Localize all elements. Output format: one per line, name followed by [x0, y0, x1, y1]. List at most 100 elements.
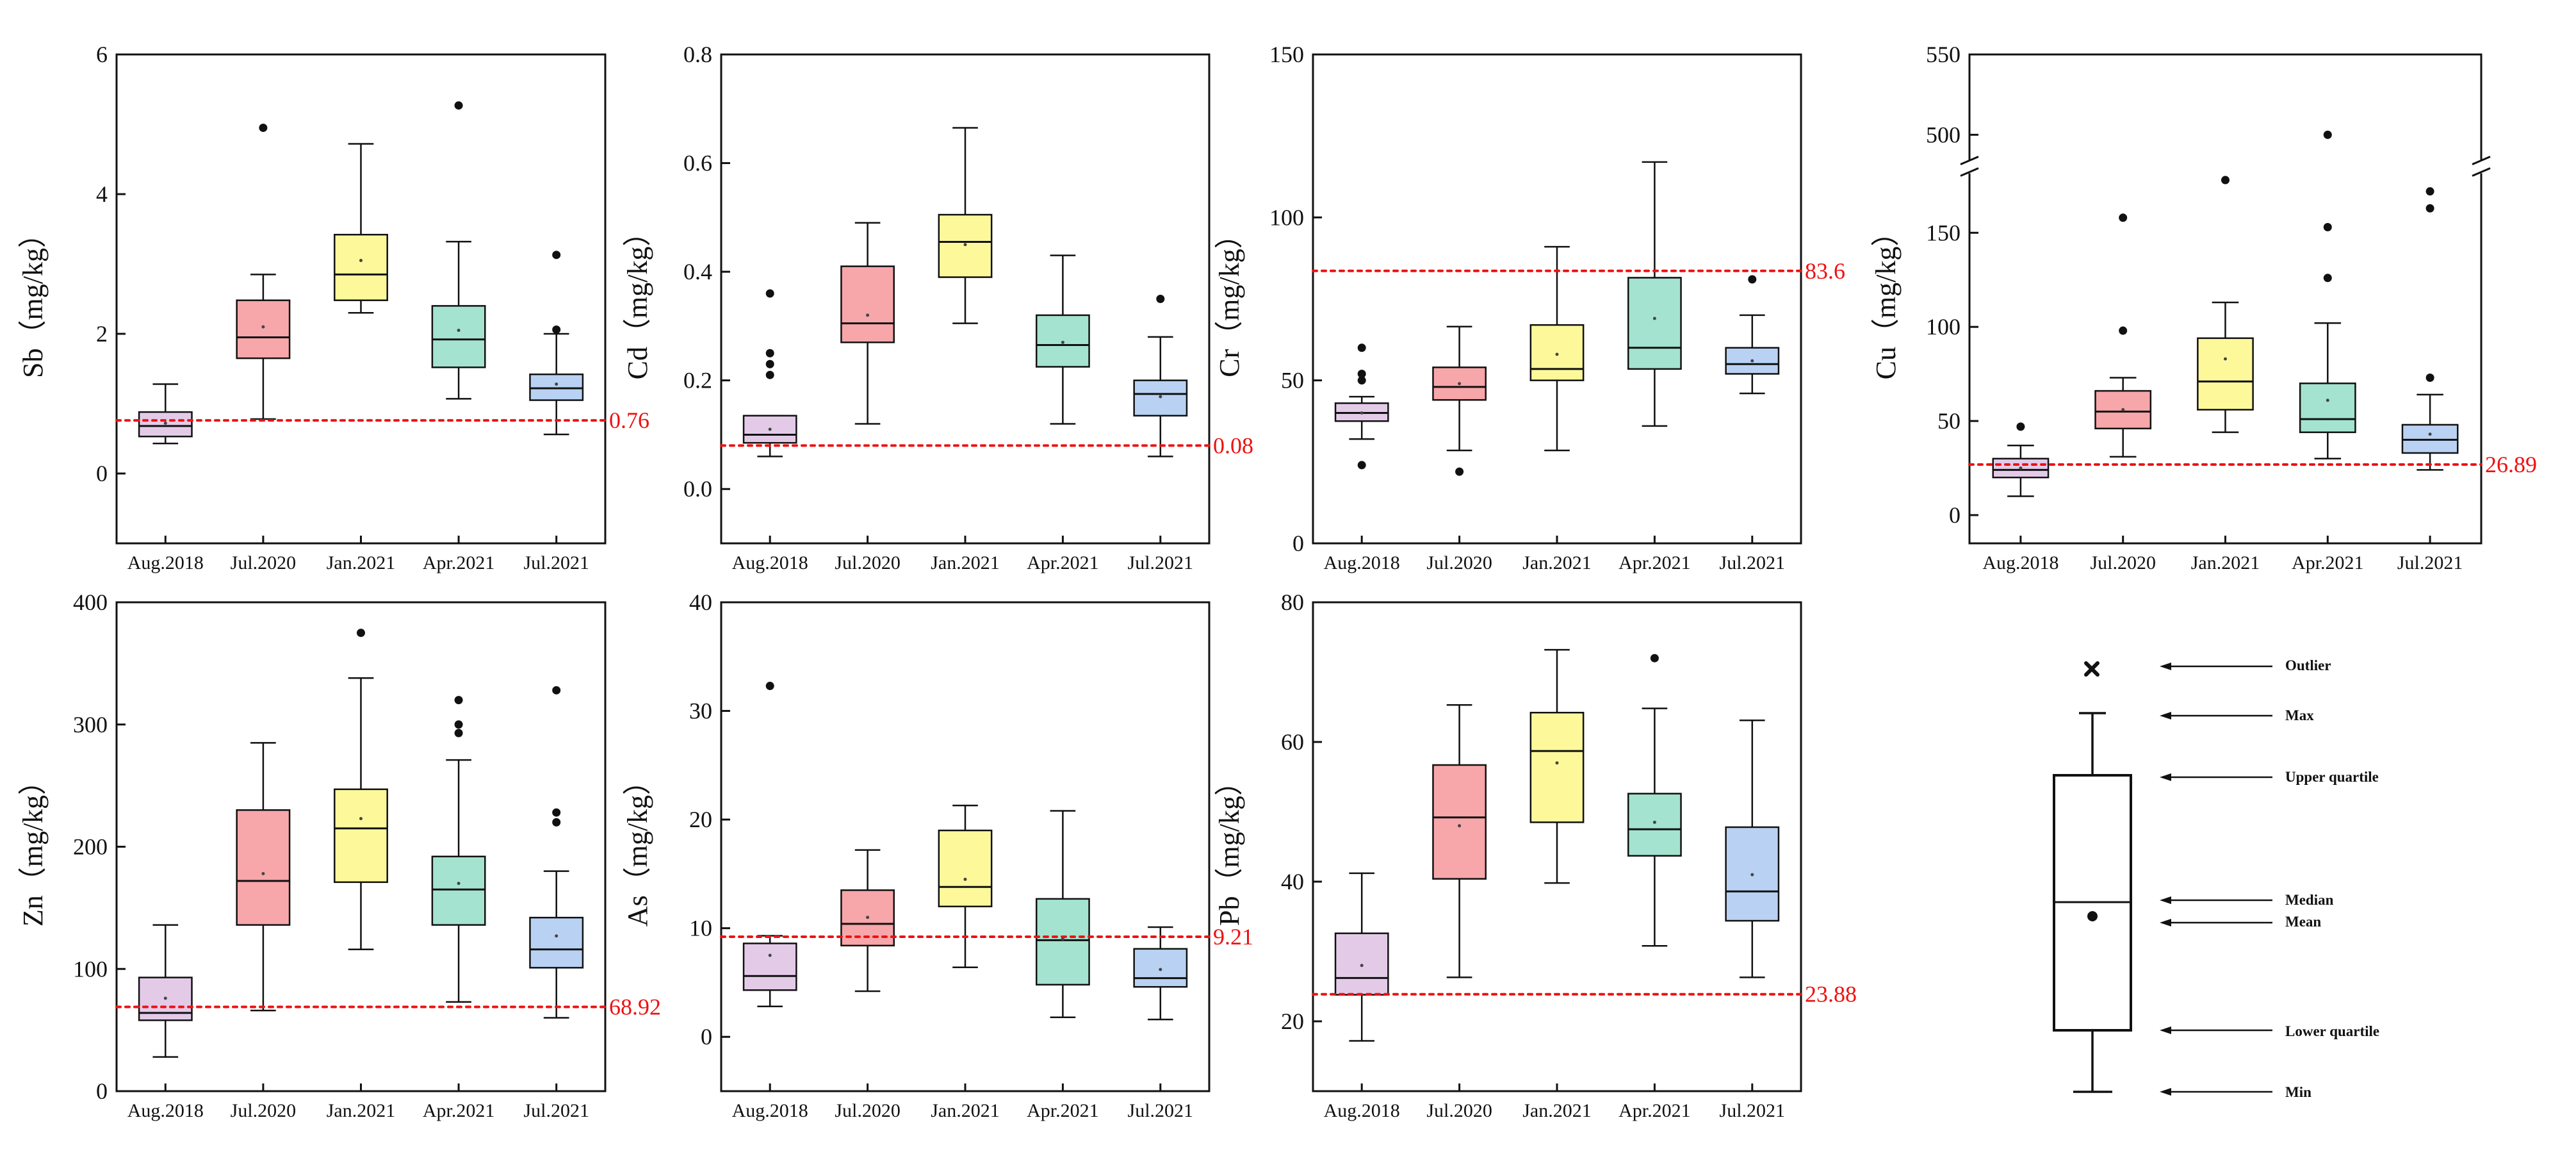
box-zn-jul-2021 [529, 686, 584, 1019]
outlier-point-1 [454, 720, 463, 729]
mean-dot [1652, 317, 1656, 320]
mean-dot [1159, 968, 1162, 971]
mean-dot [1555, 761, 1559, 765]
y-tick-label-cu-2: 100 [1926, 314, 1961, 340]
chart-zn: 0 100 200 300 400 Zn（mg/kg） Aug.2018 Jul.2020 Ja… [17, 589, 661, 1121]
iqr-box [1133, 948, 1188, 988]
outlier-point-0 [1455, 467, 1464, 476]
box-as-jul-2021 [1133, 926, 1188, 1021]
outlier-point-2 [2425, 187, 2434, 196]
y-tick-label-pb-0: 20 [1281, 1009, 1304, 1034]
y-tick-label-pb-3: 80 [1281, 589, 1304, 615]
mean-dot [866, 916, 870, 919]
iqr-box [236, 809, 291, 926]
y-tick-label-pb-1: 40 [1281, 869, 1304, 894]
iqr-box [431, 855, 486, 926]
x-tick-label-cd-1: Jul.2020 [835, 552, 901, 573]
y-axis-label-cu: Cu（mg/kg） [1870, 218, 1902, 380]
threshold-label-as: 9.21 [1213, 924, 1253, 950]
mean-dot [261, 325, 265, 329]
threshold-label-zn: 68.92 [609, 994, 661, 1020]
y-tick-label-cd-3: 0.6 [683, 151, 712, 176]
legend-label-outlier: Outlier [2285, 657, 2331, 673]
mean-dot [2326, 399, 2329, 402]
x-tick-label-as-1: Jul.2020 [835, 1100, 901, 1121]
legend-label-min: Min [2285, 1084, 2311, 1100]
legend-label-upper-quartile: Upper quartile [2285, 769, 2379, 785]
mean-dot [963, 877, 967, 881]
iqr-box [1133, 379, 1188, 417]
box-cr-apr-2021 [1627, 161, 1682, 427]
box-cd-aug-2018 [742, 289, 797, 457]
y-tick-label-as-4: 40 [689, 589, 712, 615]
y-tick-label-zn-4: 400 [73, 589, 108, 615]
y-tick-label-pb-2: 60 [1281, 729, 1304, 755]
y-tick-label-zn-3: 300 [73, 712, 108, 737]
outlier-point-0 [552, 818, 561, 827]
x-tick-label-cr-0: Aug.2018 [1324, 552, 1400, 573]
mean-dot [1555, 352, 1559, 356]
legend-label-max: Max [2285, 707, 2314, 723]
mean-dot [768, 427, 772, 431]
legend-label-lower-quartile: Lower quartile [2285, 1023, 2379, 1039]
outlier-point-0 [357, 629, 365, 638]
outlier-point-1 [2323, 222, 2332, 231]
chart-cu: 0 50 100 150 500 550 Cu（mg/kg） Aug.2018 Jul.2020… [1870, 42, 2537, 573]
x-tick-label-pb-0: Aug.2018 [1324, 1100, 1400, 1121]
y-tick-label-sb-3: 6 [96, 42, 108, 67]
outlier-point-0 [259, 123, 268, 132]
legend-arrow-head-outlier [2160, 663, 2171, 670]
box-cu-jul-2020 [2094, 213, 2152, 458]
outlier-point-3 [765, 289, 774, 298]
mean-dot [1652, 820, 1656, 824]
legend-arrows [2160, 663, 2272, 1096]
mean-dot [1360, 964, 1364, 968]
x-tick-label-sb-1: Jul.2020 [231, 552, 297, 573]
y-axis-label-cr: Cr（mg/kg） [1214, 220, 1245, 377]
mean-dot [359, 259, 363, 263]
y-tick-label-cu-0: 0 [1949, 502, 1961, 528]
mean-dot [555, 934, 558, 938]
box-legend: Outlier Max Upper quartile Median Mean L… [2053, 657, 2379, 1100]
iqr-box [529, 916, 584, 969]
x-tick-label-cu-0: Aug.2018 [1982, 552, 2058, 573]
mean-dot [1159, 395, 1162, 399]
mean-dot [1061, 937, 1064, 941]
x-tick-label-zn-0: Aug.2018 [127, 1100, 204, 1121]
legend-arrow-head-lower-quartile [2160, 1026, 2171, 1034]
iqr-box [1627, 793, 1682, 857]
legend-arrow-head-mean [2160, 919, 2171, 926]
box-sb-apr-2021 [431, 101, 486, 400]
mean-dot [1750, 359, 1754, 363]
outlier-point-0 [552, 325, 561, 334]
x-tick-label-cr-4: Jul.2021 [1720, 552, 1786, 573]
charts-group: 0 2 4 6 Sb（mg/kg） Aug.2018 Jul.2020 Jan.2021 Apr… [17, 42, 2537, 1121]
box-cd-jul-2020 [840, 222, 895, 425]
x-tick-label-as-3: Apr.2021 [1027, 1100, 1099, 1121]
x-tick-label-cr-2: Jan.2021 [1522, 552, 1592, 573]
y-axis-label-zn: Zn（mg/kg） [17, 767, 49, 926]
y-tick-label-cd-2: 0.4 [683, 259, 712, 284]
y-tick-label-cd-0: 0.0 [683, 476, 712, 502]
mean-dot [163, 996, 167, 1000]
outlier-point-0 [765, 682, 774, 691]
mean-dot [1458, 382, 1462, 386]
y-tick-label-cu-5: 550 [1926, 42, 1961, 67]
outlier-point-1 [765, 359, 774, 368]
box-cd-jan-2021 [938, 127, 993, 324]
box-cu-apr-2021 [2299, 130, 2356, 460]
y-axis-label-pb: Pb（mg/kg） [1214, 768, 1245, 926]
x-tick-label-sb-0: Aug.2018 [127, 552, 204, 573]
box-cr-aug-2018 [1334, 343, 1389, 470]
x-tick-label-cr-1: Jul.2020 [1426, 552, 1492, 573]
x-tick-label-pb-4: Jul.2021 [1720, 1100, 1786, 1121]
outlier-point-1 [1357, 376, 1366, 385]
outlier-point-0 [454, 729, 463, 737]
legend-label-median: Median [2285, 892, 2334, 908]
y-axis-label-as: As（mg/kg） [622, 767, 653, 926]
mean-dot [2019, 466, 2023, 470]
iqr-box [742, 943, 797, 991]
mean-dot [1750, 873, 1754, 877]
box-cr-jul-2020 [1432, 325, 1487, 476]
legend-arrow-head-median [2160, 896, 2171, 904]
